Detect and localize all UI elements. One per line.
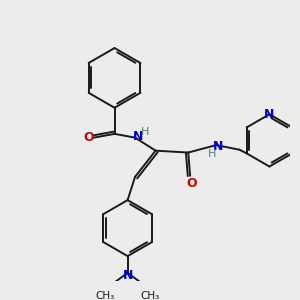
Text: CH₃: CH₃ — [96, 291, 115, 300]
Text: N: N — [122, 269, 133, 282]
Text: CH₃: CH₃ — [140, 291, 160, 300]
Text: O: O — [187, 177, 197, 190]
Text: N: N — [133, 130, 143, 143]
Text: H: H — [141, 127, 149, 137]
Text: N: N — [264, 108, 274, 121]
Text: N: N — [213, 140, 223, 153]
Text: H: H — [208, 149, 217, 159]
Text: O: O — [83, 131, 94, 144]
